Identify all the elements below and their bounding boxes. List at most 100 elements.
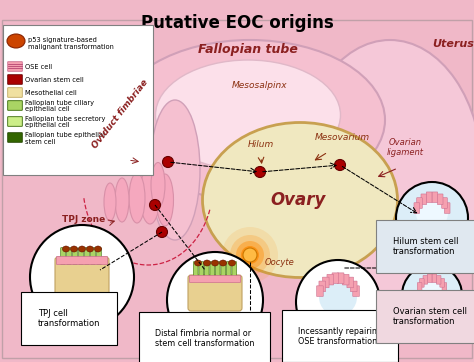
Text: Putative EOC origins: Putative EOC origins bbox=[141, 14, 333, 32]
Ellipse shape bbox=[425, 230, 431, 235]
Text: Hilum: Hilum bbox=[248, 140, 274, 149]
FancyBboxPatch shape bbox=[342, 274, 349, 285]
Ellipse shape bbox=[104, 183, 116, 221]
FancyBboxPatch shape bbox=[353, 286, 359, 296]
Circle shape bbox=[163, 156, 173, 168]
Circle shape bbox=[149, 199, 161, 210]
FancyBboxPatch shape bbox=[190, 275, 240, 282]
Ellipse shape bbox=[71, 246, 78, 252]
FancyBboxPatch shape bbox=[337, 273, 344, 283]
FancyBboxPatch shape bbox=[432, 274, 437, 282]
Ellipse shape bbox=[416, 197, 448, 230]
Text: OSE cell: OSE cell bbox=[25, 64, 52, 70]
FancyBboxPatch shape bbox=[332, 273, 338, 283]
Ellipse shape bbox=[419, 303, 425, 308]
Ellipse shape bbox=[79, 246, 85, 252]
FancyBboxPatch shape bbox=[204, 262, 209, 279]
Ellipse shape bbox=[203, 260, 210, 266]
FancyBboxPatch shape bbox=[8, 75, 22, 84]
Circle shape bbox=[243, 248, 257, 262]
FancyBboxPatch shape bbox=[199, 262, 203, 279]
FancyBboxPatch shape bbox=[347, 277, 354, 288]
Ellipse shape bbox=[298, 40, 474, 310]
Text: Fallopian tube: Fallopian tube bbox=[198, 43, 298, 56]
Ellipse shape bbox=[337, 315, 344, 321]
FancyBboxPatch shape bbox=[438, 194, 443, 205]
Ellipse shape bbox=[150, 100, 200, 240]
Text: Hilum stem cell
transformation: Hilum stem cell transformation bbox=[393, 237, 458, 256]
Circle shape bbox=[156, 227, 167, 237]
FancyBboxPatch shape bbox=[423, 275, 428, 284]
FancyBboxPatch shape bbox=[193, 262, 198, 279]
Ellipse shape bbox=[427, 303, 433, 308]
Text: Fallopian tube epithelial
stem cell: Fallopian tube epithelial stem cell bbox=[25, 131, 105, 144]
Text: Distal fimbria normal or
stem cell transformation: Distal fimbria normal or stem cell trans… bbox=[155, 329, 255, 348]
Circle shape bbox=[335, 160, 346, 171]
Circle shape bbox=[230, 235, 270, 275]
Ellipse shape bbox=[432, 230, 439, 235]
Circle shape bbox=[167, 252, 263, 348]
Ellipse shape bbox=[115, 40, 385, 200]
Ellipse shape bbox=[417, 230, 423, 235]
FancyBboxPatch shape bbox=[350, 281, 357, 292]
Ellipse shape bbox=[7, 34, 25, 48]
FancyBboxPatch shape bbox=[8, 88, 22, 97]
Ellipse shape bbox=[129, 173, 145, 223]
Text: Ovarian
ligament: Ovarian ligament bbox=[386, 138, 423, 157]
FancyBboxPatch shape bbox=[79, 248, 83, 264]
FancyBboxPatch shape bbox=[442, 283, 447, 291]
Ellipse shape bbox=[94, 246, 101, 252]
Text: Mesothelial cell: Mesothelial cell bbox=[25, 90, 77, 96]
Text: Incessantly repairing
OSE transformation: Incessantly repairing OSE transformation bbox=[298, 327, 382, 346]
Ellipse shape bbox=[443, 303, 449, 308]
FancyBboxPatch shape bbox=[8, 101, 22, 110]
Text: Mesosalpinx: Mesosalpinx bbox=[232, 81, 288, 90]
Ellipse shape bbox=[156, 174, 173, 226]
FancyBboxPatch shape bbox=[319, 281, 326, 292]
FancyBboxPatch shape bbox=[426, 192, 432, 203]
Ellipse shape bbox=[86, 246, 93, 252]
FancyBboxPatch shape bbox=[73, 248, 77, 264]
Text: Fallopian tube secretory
epithelial cell: Fallopian tube secretory epithelial cell bbox=[25, 115, 105, 129]
FancyBboxPatch shape bbox=[3, 25, 153, 175]
FancyBboxPatch shape bbox=[227, 262, 231, 279]
FancyBboxPatch shape bbox=[210, 262, 215, 279]
Circle shape bbox=[222, 227, 278, 283]
Ellipse shape bbox=[63, 246, 70, 252]
Ellipse shape bbox=[211, 260, 219, 266]
Text: Ovarian stem cell
transformation: Ovarian stem cell transformation bbox=[393, 307, 467, 326]
Circle shape bbox=[30, 225, 134, 329]
Circle shape bbox=[337, 262, 347, 274]
Circle shape bbox=[396, 182, 468, 254]
Text: Oviduct fimbriae: Oviduct fimbriae bbox=[90, 77, 149, 150]
FancyBboxPatch shape bbox=[414, 203, 419, 213]
Text: Mesovarium: Mesovarium bbox=[315, 133, 370, 142]
FancyBboxPatch shape bbox=[188, 275, 242, 311]
Ellipse shape bbox=[202, 122, 398, 278]
FancyBboxPatch shape bbox=[437, 275, 441, 284]
Ellipse shape bbox=[440, 230, 447, 235]
Circle shape bbox=[296, 260, 380, 344]
FancyBboxPatch shape bbox=[419, 279, 424, 287]
FancyBboxPatch shape bbox=[97, 248, 101, 264]
Ellipse shape bbox=[319, 315, 326, 321]
Ellipse shape bbox=[419, 278, 445, 304]
FancyBboxPatch shape bbox=[445, 203, 450, 213]
FancyBboxPatch shape bbox=[91, 248, 95, 264]
Ellipse shape bbox=[228, 260, 236, 266]
Ellipse shape bbox=[194, 260, 201, 266]
Ellipse shape bbox=[151, 163, 165, 207]
Ellipse shape bbox=[155, 60, 340, 170]
Circle shape bbox=[236, 241, 264, 269]
FancyBboxPatch shape bbox=[61, 248, 65, 264]
Text: Uterus: Uterus bbox=[432, 39, 474, 49]
Text: Oocyte: Oocyte bbox=[265, 258, 295, 267]
Ellipse shape bbox=[115, 178, 129, 222]
FancyBboxPatch shape bbox=[8, 133, 22, 142]
Circle shape bbox=[241, 246, 259, 264]
FancyBboxPatch shape bbox=[327, 274, 334, 285]
FancyBboxPatch shape bbox=[85, 248, 89, 264]
FancyBboxPatch shape bbox=[428, 274, 432, 282]
Circle shape bbox=[255, 167, 265, 177]
FancyBboxPatch shape bbox=[440, 279, 445, 287]
